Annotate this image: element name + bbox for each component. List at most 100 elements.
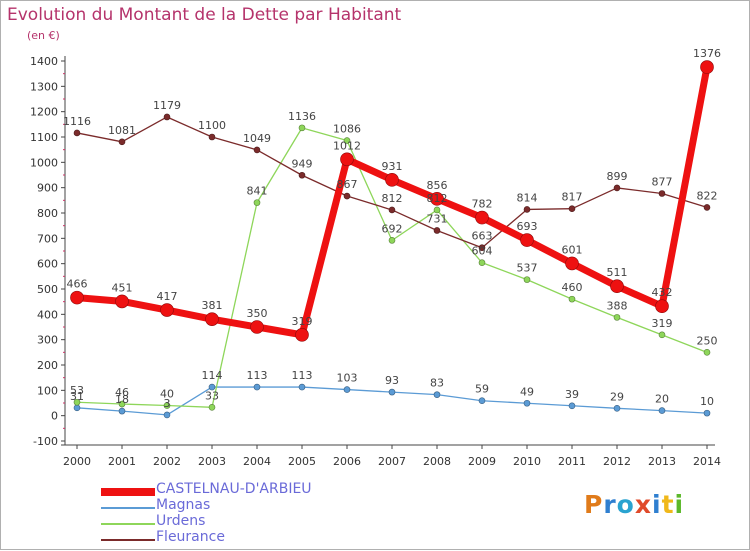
data-label-castelnau-d-arbieu: 931 [382,160,403,173]
data-label-magnas: 103 [337,372,358,385]
data-point-castelnau-d-arbieu [700,60,714,74]
x-tick-label: 2009 [468,455,496,468]
data-point-fleurance [433,227,441,234]
logo-letter: t [661,490,675,519]
data-label-magnas: 59 [475,383,489,396]
data-point-fleurance [523,206,531,213]
data-point-fleurance [343,192,351,200]
x-tick-label: 2007 [378,455,406,468]
y-tick-label: 1400 [30,55,58,68]
x-tick-label: 2006 [333,455,361,468]
data-label-magnas: 113 [247,369,268,382]
data-point-magnas [208,383,216,391]
data-label-urdens: 812 [427,192,448,205]
data-label-fleurance: 1179 [153,99,181,112]
data-point-magnas [478,397,486,405]
data-label-castelnau-d-arbieu: 511 [607,266,628,279]
data-point-fleurance [388,206,396,214]
data-label-fleurance: 1116 [63,115,91,128]
data-point-urdens [433,206,441,214]
data-label-fleurance: 877 [652,175,673,188]
data-point-urdens [343,137,351,144]
data-point-magnas [388,388,396,396]
data-label-magnas: 93 [385,374,399,387]
x-tick-label: 2002 [153,455,181,468]
data-point-castelnau-d-arbieu [610,279,624,294]
data-point-castelnau-d-arbieu [160,303,174,317]
data-label-magnas: 114 [202,369,223,382]
logo-letter: i [652,490,662,519]
x-tick-label: 2001 [108,455,136,468]
data-point-fleurance [73,129,81,137]
data-point-fleurance [703,204,711,211]
data-point-magnas [523,399,531,407]
data-label-fleurance: 1100 [198,119,226,132]
data-point-magnas [298,383,306,391]
data-point-fleurance [658,190,666,197]
data-point-fleurance [163,113,171,121]
x-tick-label: 2000 [63,455,91,468]
data-point-castelnau-d-arbieu [475,210,489,225]
data-label-castelnau-d-arbieu: 601 [562,243,583,256]
data-point-castelnau-d-arbieu [115,294,129,309]
y-tick-label: -100 [33,435,58,448]
data-point-fleurance [478,244,486,252]
y-tick-label: 200 [37,359,58,372]
data-label-fleurance: 812 [382,192,403,205]
chart-subtitle: (en €) [27,29,60,42]
data-point-magnas [253,383,261,391]
data-label-magnas: 29 [610,390,624,403]
legend-swatch [101,488,155,496]
data-point-fleurance [253,146,261,154]
legend-swatch [101,539,155,541]
data-label-fleurance: 899 [607,170,628,183]
y-tick-label: 100 [37,384,58,397]
data-point-urdens [73,398,81,406]
data-label-castelnau-d-arbieu: 381 [202,299,223,312]
data-point-castelnau-d-arbieu [520,233,534,247]
x-tick-label: 2011 [558,455,586,468]
logo-letter: x [634,490,652,519]
x-tick-label: 2010 [513,455,541,468]
legend-swatch [101,523,155,525]
data-label-castelnau-d-arbieu: 319 [292,315,313,328]
data-label-magnas: 20 [655,393,669,406]
data-point-fleurance [298,171,306,179]
data-point-urdens [253,199,261,206]
data-point-castelnau-d-arbieu [295,328,309,342]
legend-label: Urdens [156,513,206,529]
data-label-magnas: 3 [164,397,171,410]
data-label-urdens: 46 [115,386,129,399]
data-point-fleurance [208,133,216,141]
data-label-urdens: 250 [697,334,718,347]
data-point-castelnau-d-arbieu [205,312,219,326]
y-tick-label: 700 [37,232,58,245]
data-label-fleurance: 949 [292,157,313,170]
data-point-magnas [163,411,171,419]
data-label-fleurance: 822 [697,189,718,202]
data-label-urdens: 1086 [333,123,361,136]
logo-letter: o [616,490,635,519]
data-label-castelnau-d-arbieu: 466 [67,278,88,291]
data-point-magnas [703,409,711,417]
data-label-castelnau-d-arbieu: 417 [157,290,178,303]
legend-label: Magnas [156,497,211,513]
data-label-urdens: 33 [205,389,219,402]
data-point-magnas [343,386,351,393]
y-tick-label: 1200 [30,106,58,119]
data-point-urdens [298,124,306,132]
data-point-castelnau-d-arbieu [430,192,444,206]
data-point-urdens [118,400,126,408]
data-label-magnas: 10 [700,395,714,408]
data-point-urdens [658,331,666,339]
data-point-magnas [73,404,81,412]
data-label-urdens: 460 [562,281,583,294]
y-tick-label: 500 [37,283,58,296]
data-label-fleurance: 1049 [243,132,271,145]
y-tick-label: 600 [37,258,58,271]
data-point-urdens [523,276,531,283]
x-tick-label: 2008 [423,455,451,468]
data-label-urdens: 1136 [288,110,316,123]
